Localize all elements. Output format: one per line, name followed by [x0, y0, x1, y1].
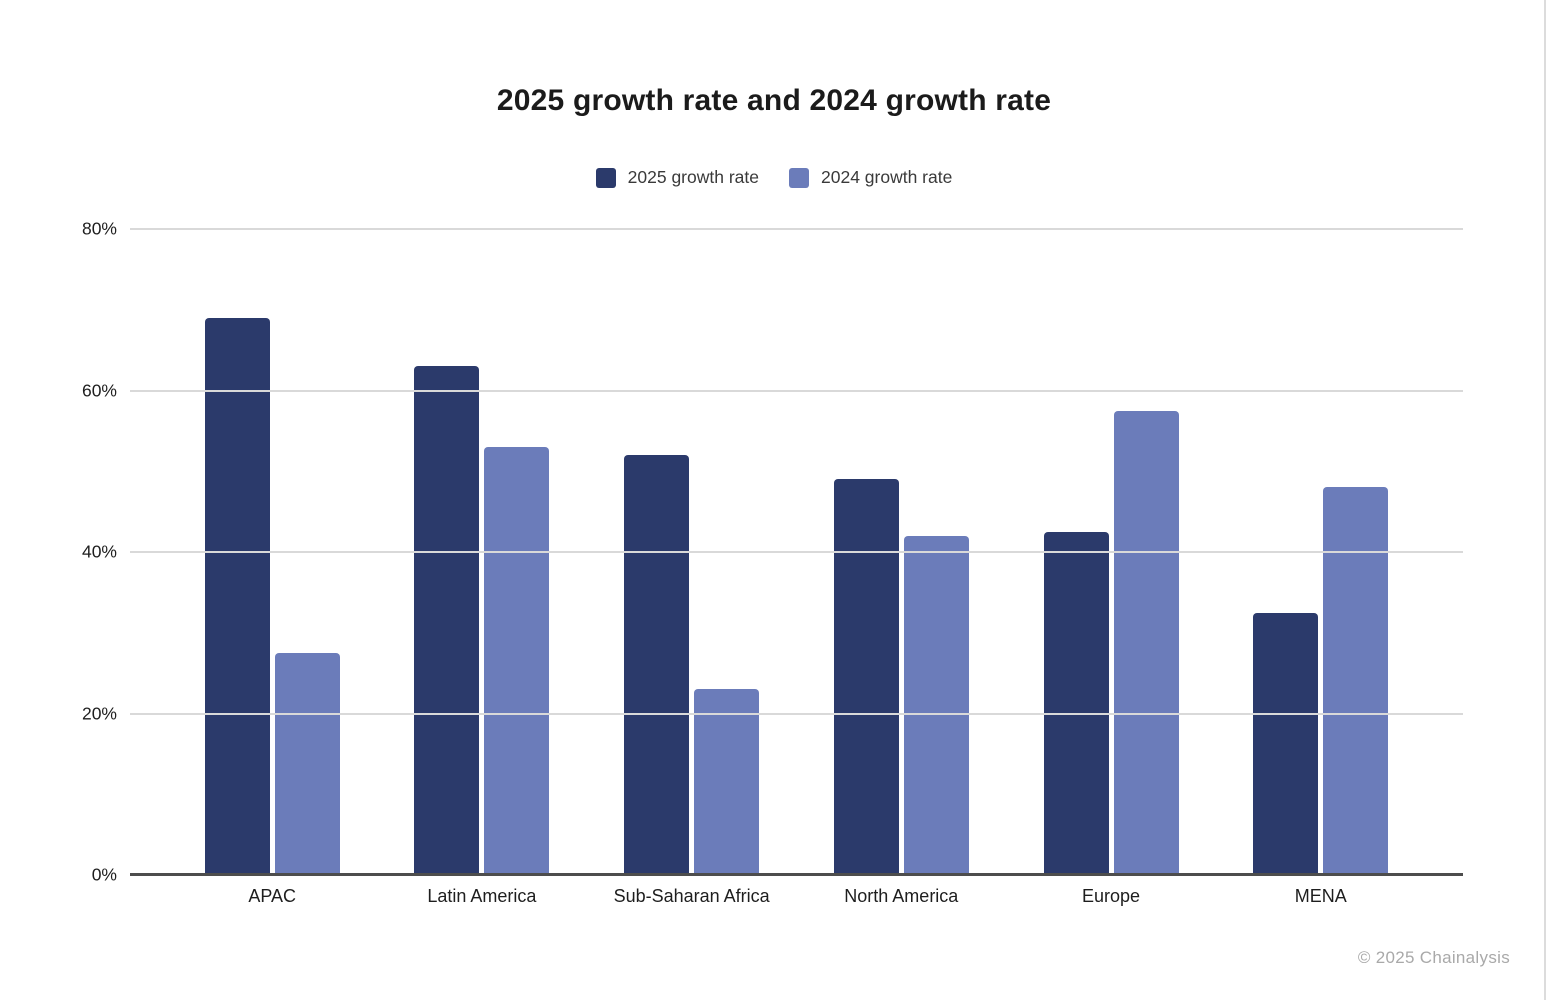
x-axis-line: [130, 873, 1463, 876]
y-tick-60pct: 60%: [81, 380, 117, 400]
gridline-40pct: [130, 551, 1463, 553]
bar-2024-growth-rate-mena: [1323, 487, 1389, 875]
x-label-mena: MENA: [1294, 886, 1347, 906]
bar-group-europe: [1043, 229, 1179, 875]
x-label-sub-saharan-africa: Sub-Saharan Africa: [613, 886, 770, 906]
bar-group-latin-america: [414, 229, 550, 875]
y-tick-20pct: 20%: [81, 703, 117, 723]
bar-2025-growth-rate-mena: [1253, 612, 1319, 875]
bar-2024-growth-rate-sub-saharan-africa: [694, 689, 760, 875]
y-tick-0pct: 0%: [91, 864, 117, 885]
bar-group-north-america: [833, 229, 969, 875]
gridline-20pct: [130, 712, 1463, 715]
watermark: © 2025 Chainalysis: [1357, 948, 1510, 967]
x-label-latin-america: Latin America: [427, 886, 537, 906]
gridline-60pct: [130, 389, 1463, 392]
bar-2024-growth-rate-europe: [1113, 410, 1179, 875]
bars-container: [130, 229, 1463, 875]
x-label-apac: APAC: [248, 886, 297, 906]
chart-title: 2025 growth rate and 2024 growth rate: [496, 84, 1052, 117]
bar-group-apac: [204, 229, 340, 875]
page-right-border: [1544, 0, 1546, 1000]
bar-2025-growth-rate-sub-saharan-africa: [624, 455, 690, 875]
x-label-europe: Europe: [1081, 886, 1141, 906]
bar-2024-growth-rate-north-america: [903, 535, 969, 875]
legend-swatch-2025-icon: [595, 167, 616, 188]
bar-2025-growth-rate-europe: [1043, 531, 1109, 875]
chart-legend: 2025 growth rate 2024 growth rate: [0, 167, 1548, 188]
legend-item-2025: 2025 growth rate: [595, 167, 759, 188]
bar-2025-growth-rate-north-america: [833, 479, 899, 875]
plot-area: 80% 60% 40% 20% 0%: [82, 219, 1463, 885]
bar-2025-growth-rate-apac: [204, 317, 270, 875]
legend-label-2024: 2024 growth rate: [821, 167, 953, 187]
bar-group-sub-saharan-africa: [624, 229, 760, 875]
gridline-80pct: [130, 228, 1463, 230]
legend-label-2025: 2025 growth rate: [627, 167, 759, 187]
y-tick-80pct: 80%: [81, 218, 117, 239]
legend-item-2024: 2024 growth rate: [789, 167, 952, 188]
bar-2024-growth-rate-latin-america: [484, 447, 550, 875]
x-axis-labels: APAC Latin America Sub-Saharan Africa North…: [130, 886, 1463, 907]
legend-swatch-2024-icon: [789, 167, 809, 188]
bar-2024-growth-rate-apac: [274, 652, 340, 875]
bar-2025-growth-rate-latin-america: [414, 366, 480, 875]
x-label-north-america: North America: [844, 886, 959, 906]
y-tick-40pct: 40%: [81, 541, 117, 562]
